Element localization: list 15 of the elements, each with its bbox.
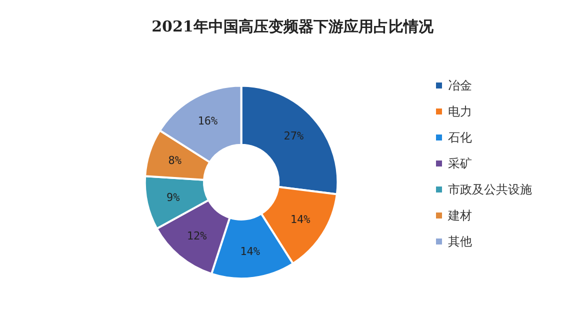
legend-label: 建材: [447, 208, 472, 222]
chart-title: 2021年中国高压变频器下游应用占比情况: [152, 18, 434, 36]
legend-label: 采矿: [448, 156, 472, 170]
legend-label: 市政及公共设施: [448, 182, 532, 196]
legend-label: 其他: [448, 234, 472, 248]
legend-label: 电力: [448, 104, 472, 118]
legend-label: 石化: [448, 130, 472, 144]
data-label: 8%: [168, 154, 182, 168]
legend-label: 冶金: [448, 78, 472, 92]
data-label: 14%: [290, 213, 311, 226]
data-label: 9%: [166, 190, 180, 204]
data-label: 16%: [198, 114, 218, 128]
data-label: 14%: [240, 244, 260, 258]
data-label: 27%: [284, 129, 304, 142]
data-label: 12%: [186, 229, 208, 242]
